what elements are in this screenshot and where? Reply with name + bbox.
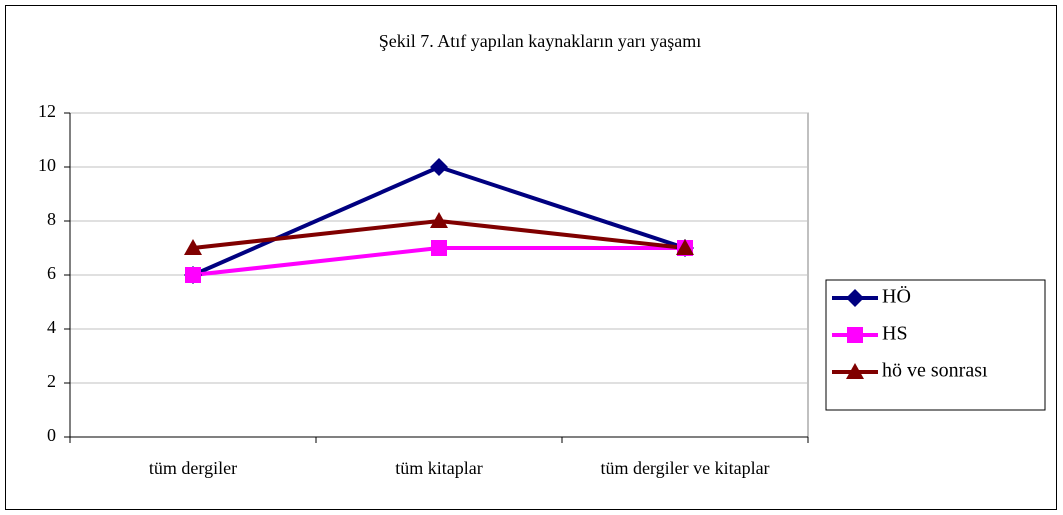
marker <box>676 239 694 255</box>
legend-label: HÖ <box>882 285 911 308</box>
x-tick-label: tüm dergiler <box>149 458 237 478</box>
x-tick-label: tüm dergiler ve kitaplar <box>600 458 769 478</box>
legend-label: HS <box>882 323 908 345</box>
y-tick-label: 12 <box>38 101 56 121</box>
marker <box>847 327 863 343</box>
marker <box>185 267 201 283</box>
y-tick-label: 8 <box>47 209 56 229</box>
legend-label: hö ve sonrası <box>882 360 988 382</box>
x-tick-label: tüm kitaplar <box>395 458 482 478</box>
legend-box <box>825 279 1046 411</box>
marker <box>184 239 202 255</box>
y-tick-label: 6 <box>47 263 56 283</box>
marker <box>430 212 448 228</box>
y-tick-label: 2 <box>47 371 56 391</box>
marker <box>431 240 447 256</box>
marker <box>846 363 864 379</box>
chart-title: Şekil 7. Atıf yapılan kaynakların yarı y… <box>379 31 701 51</box>
y-tick-label: 0 <box>47 425 56 445</box>
marker <box>430 158 448 176</box>
y-tick-label: 10 <box>38 155 56 175</box>
y-tick-label: 4 <box>47 317 56 337</box>
marker <box>846 289 864 307</box>
